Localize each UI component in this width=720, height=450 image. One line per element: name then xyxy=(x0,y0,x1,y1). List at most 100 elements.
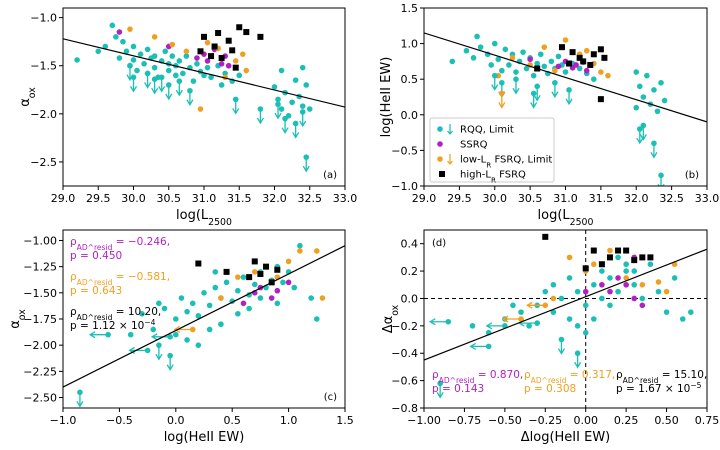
point-rqq xyxy=(150,326,157,333)
panel-label: (c) xyxy=(324,392,337,403)
x-tick-label: 0.75 xyxy=(695,414,720,427)
point-rqq xyxy=(654,108,661,115)
y-tick-label: 0.4 xyxy=(401,238,419,251)
point-lowlr xyxy=(232,58,239,64)
y-tick-label: −1.0 xyxy=(391,180,418,193)
point-rqq xyxy=(161,305,168,312)
point-rqq xyxy=(297,242,303,249)
y-tick-label: −2.5 xyxy=(30,156,57,169)
y-tick-label: 0.2 xyxy=(401,265,419,278)
point-rqq xyxy=(523,65,530,72)
limit-arrow-left-rqq xyxy=(428,318,452,326)
limit-arrow-rqq xyxy=(650,140,658,159)
point-rqq xyxy=(178,295,185,301)
point-lowlr xyxy=(598,69,604,75)
point-highlr xyxy=(597,46,604,53)
y-axis-label: Δαox xyxy=(381,304,401,333)
point-lowlr xyxy=(605,72,611,79)
limit-arrow-rqq xyxy=(274,101,282,120)
point-rqq xyxy=(449,58,456,65)
point-highlr xyxy=(569,49,576,56)
axes-frame xyxy=(423,229,708,409)
point-rqq xyxy=(607,275,613,281)
point-rqq xyxy=(222,70,228,77)
point-rqq xyxy=(113,34,119,40)
y-tick-label: 1.0 xyxy=(401,38,419,51)
x-tick-label: 32.5 xyxy=(298,192,323,205)
x-tick-label: −0.75 xyxy=(448,414,482,427)
y-tick-label: −2.50 xyxy=(23,392,57,405)
point-rqq xyxy=(469,323,476,329)
panel-a: 29.0 29.5 30.0 30.5 31.0 31.5 32.0 32.5 33.0 −2.5… xyxy=(18,7,357,228)
point-rqq xyxy=(130,57,137,63)
point-rqq xyxy=(576,65,583,72)
point-rqq xyxy=(623,261,629,268)
point-highlr xyxy=(201,33,207,40)
point-ssrq xyxy=(555,63,562,70)
stat-annotation: ρAD^resid = −0.581, xyxy=(70,271,170,287)
limit-arrow-rqq xyxy=(144,70,152,89)
point-rqq xyxy=(591,316,597,322)
point-ssrq xyxy=(527,56,533,63)
point-lowlr xyxy=(235,274,241,280)
x-tick-label: 0.25 xyxy=(614,414,639,427)
fit-line xyxy=(63,38,345,108)
legend-item-ssrq: SSRQ xyxy=(437,140,488,151)
point-rqq xyxy=(137,51,144,57)
limit-arrow-rqq xyxy=(302,154,310,173)
y-tick-label: 1.5 xyxy=(401,2,419,15)
point-rqq xyxy=(548,58,555,65)
x-tick-label: 30.5 xyxy=(157,192,182,205)
point-highlr xyxy=(597,96,604,103)
x-tick-label: 31.5 xyxy=(589,192,614,205)
point-highlr xyxy=(195,260,202,267)
limit-arrow-rqq xyxy=(574,350,582,369)
point-highlr xyxy=(580,58,587,65)
point-highlr xyxy=(243,29,250,36)
point-highlr xyxy=(601,54,608,61)
point-rqq xyxy=(165,67,172,74)
x-tick-label: 29.0 xyxy=(51,192,76,205)
point-rqq xyxy=(134,67,140,74)
panel-label: (d) xyxy=(432,238,446,249)
point-highlr xyxy=(208,53,215,60)
y-tick-label: −1.0 xyxy=(30,12,57,25)
stat-annotation: ρAD^resid = 0.317, xyxy=(524,369,615,385)
point-rqq xyxy=(470,55,477,61)
x-tick-label: −0.5 xyxy=(106,414,133,427)
y-tick-label: −0.6 xyxy=(391,375,418,388)
point-rqq xyxy=(278,67,285,74)
x-axis-label: log(L2500 xyxy=(176,208,232,228)
y-axis-label: αox xyxy=(18,87,38,107)
point-rqq xyxy=(235,310,241,317)
stat-annotation-p: p = 0.450 xyxy=(70,250,122,262)
point-ssrq xyxy=(285,279,292,286)
point-rqq xyxy=(582,302,589,309)
y-tick-label: −0.5 xyxy=(391,144,418,157)
point-highlr xyxy=(263,263,270,270)
point-rqq xyxy=(184,337,190,343)
point-rqq xyxy=(623,268,629,274)
point-highlr xyxy=(623,247,630,254)
point-rqq xyxy=(144,46,151,53)
point-rqq xyxy=(314,316,320,322)
stat-annotation-p: p = 0.643 xyxy=(70,285,122,297)
point-lowlr xyxy=(285,258,292,265)
point-highlr xyxy=(631,257,638,264)
point-lowlr xyxy=(655,279,662,285)
point-rqq xyxy=(550,309,557,315)
point-rqq xyxy=(599,268,605,274)
point-rqq xyxy=(123,48,130,55)
y-tick-label: −1.75 xyxy=(23,313,57,326)
point-rqq xyxy=(271,84,278,90)
x-tick-label: 32.5 xyxy=(659,192,684,205)
point-rqq xyxy=(95,48,102,55)
point-rqq xyxy=(661,97,668,104)
legend-item-highlr: high-LR FSRQ xyxy=(439,170,526,184)
limit-arrow-rqq xyxy=(76,389,84,408)
point-rqq xyxy=(223,279,230,286)
point-rqq xyxy=(151,53,158,59)
point-rqq xyxy=(495,56,502,63)
point-highlr xyxy=(246,274,253,281)
point-rqq xyxy=(151,64,158,71)
